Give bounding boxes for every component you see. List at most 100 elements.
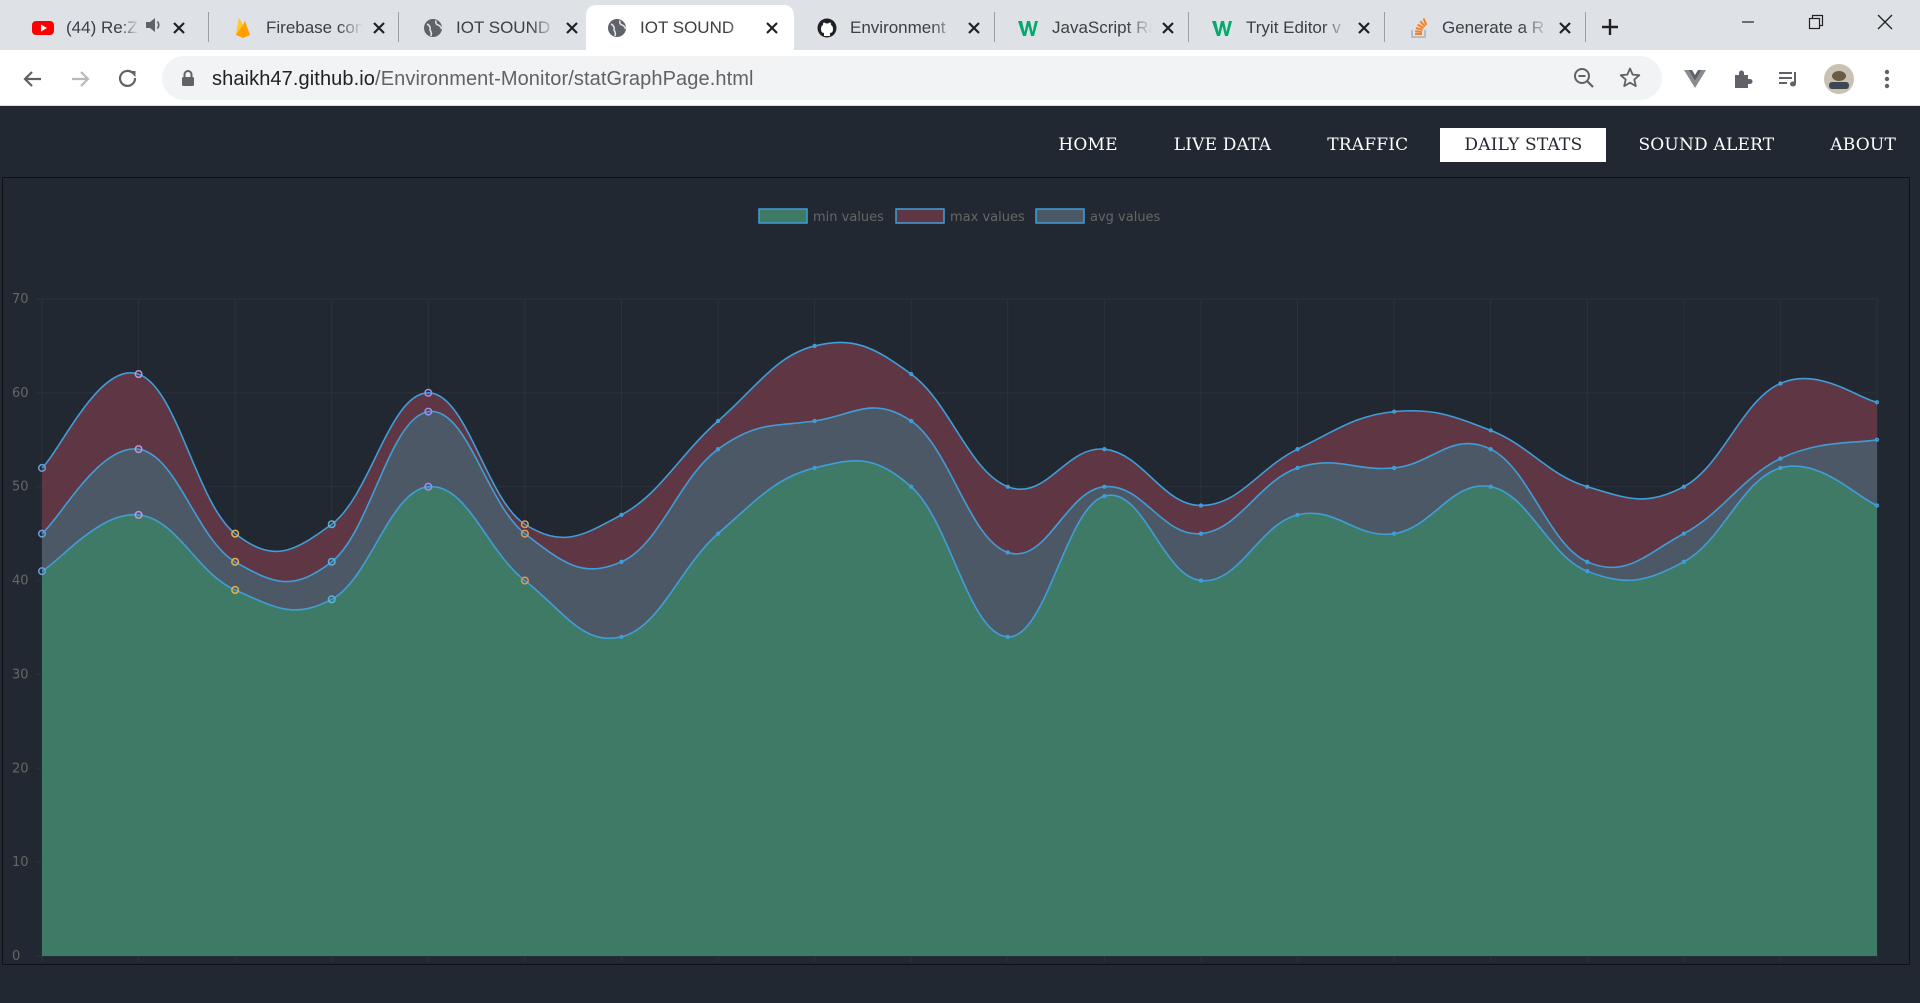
max-values-point[interactable] (1874, 400, 1880, 405)
close-icon[interactable] (762, 18, 782, 38)
min-values-point[interactable] (424, 482, 433, 491)
min-values-point[interactable] (909, 484, 914, 489)
browser-tab[interactable]: (44) Re:Z (16, 5, 201, 50)
daily-stats-chart[interactable]: 01020304050607010:12:110:12:310:12:510:1… (3, 178, 1909, 964)
browser-tab[interactable]: JavaScript Ra (1002, 5, 1190, 50)
avg-values-point[interactable] (715, 447, 721, 452)
legend-swatch-max[interactable] (895, 208, 945, 224)
browser-tab[interactable]: IOT SOUND (586, 5, 794, 50)
lock-icon[interactable] (176, 66, 200, 90)
browser-tab[interactable]: Generate a R (1392, 5, 1587, 50)
min-values-point[interactable] (619, 634, 624, 640)
avg-values-point[interactable] (909, 418, 914, 424)
close-icon[interactable] (964, 18, 984, 38)
zoom-out-icon[interactable] (1572, 66, 1596, 90)
avg-values-point[interactable] (1102, 484, 1107, 489)
max-values-point[interactable] (134, 370, 143, 379)
browser-tab[interactable]: Tryit Editor v (1196, 5, 1386, 50)
nav-link-about[interactable]: ABOUT (1830, 135, 1896, 155)
media-control-button[interactable] (1772, 62, 1806, 96)
max-values-point[interactable] (715, 418, 721, 424)
min-values-point[interactable] (1488, 484, 1493, 489)
min-values-point[interactable] (1391, 531, 1397, 536)
avg-values-point[interactable] (1198, 531, 1204, 536)
max-values-point[interactable] (619, 512, 624, 518)
speaker-icon[interactable] (145, 17, 163, 38)
min-values-point[interactable] (1295, 512, 1300, 518)
max-values-point[interactable] (1585, 484, 1590, 489)
max-values-point[interactable] (1198, 503, 1204, 508)
avg-values-point[interactable] (520, 529, 529, 538)
avg-values-point[interactable] (1778, 456, 1783, 461)
min-values-point[interactable] (327, 595, 336, 604)
max-values-point[interactable] (327, 520, 336, 529)
nav-link-traffic[interactable]: TRAFFIC (1327, 135, 1409, 155)
max-values-point[interactable] (424, 388, 433, 397)
close-icon[interactable] (1555, 18, 1575, 38)
vue-devtools-extension[interactable] (1678, 62, 1712, 96)
close-window-button[interactable] (1855, 0, 1915, 44)
avg-values-point[interactable] (327, 557, 336, 566)
nav-link-home[interactable]: HOME (1058, 135, 1118, 155)
avg-values-point[interactable] (231, 557, 240, 566)
min-values-point[interactable] (1102, 493, 1107, 499)
back-button[interactable] (16, 62, 50, 96)
address-bar[interactable]: shaikh47.github.io/Environment-Monitor/s… (162, 56, 1662, 100)
avg-values-point[interactable] (424, 407, 433, 416)
avg-values-point[interactable] (1391, 465, 1397, 471)
min-values-point[interactable] (715, 531, 721, 536)
close-icon[interactable] (562, 18, 582, 38)
legend-label-max[interactable]: max values (950, 210, 1025, 225)
legend-label-avg[interactable]: avg values (1090, 210, 1161, 225)
browser-tab[interactable]: IOT SOUND (406, 5, 594, 50)
new-tab-button[interactable] (1588, 5, 1632, 49)
legend-label-min[interactable]: min values (813, 210, 884, 225)
close-icon[interactable] (369, 18, 389, 38)
restore-window-button[interactable] (1786, 0, 1846, 44)
min-values-point[interactable] (520, 576, 529, 585)
avg-values-point[interactable] (1295, 465, 1300, 471)
min-values-point[interactable] (231, 585, 240, 595)
max-values-point[interactable] (1391, 409, 1397, 414)
avg-values-point[interactable] (134, 445, 143, 454)
avg-values-point[interactable] (1005, 550, 1010, 555)
min-values-point[interactable] (1778, 465, 1783, 471)
min-values-point[interactable] (1681, 559, 1686, 564)
min-values-point[interactable] (1585, 569, 1590, 574)
legend-swatch-min[interactable] (758, 208, 808, 224)
minimize-window-button[interactable] (1718, 0, 1778, 44)
bookmark-star-icon[interactable] (1618, 66, 1642, 90)
nav-link-live-data[interactable]: LIVE DATA (1173, 135, 1272, 155)
browser-menu-button[interactable] (1870, 62, 1904, 96)
avg-values-point[interactable] (1585, 559, 1590, 564)
avg-values-point[interactable] (812, 418, 817, 424)
max-values-point[interactable] (1681, 484, 1686, 489)
max-values-point[interactable] (37, 463, 47, 472)
close-icon[interactable] (1158, 18, 1178, 38)
max-values-point[interactable] (1295, 447, 1300, 452)
max-values-point[interactable] (1778, 381, 1783, 386)
avg-values-point[interactable] (1874, 437, 1880, 442)
max-values-point[interactable] (1005, 484, 1010, 489)
max-values-point[interactable] (231, 529, 240, 538)
max-values-point[interactable] (1488, 428, 1493, 433)
browser-tab[interactable]: Environment (800, 5, 996, 50)
profile-avatar-button[interactable] (1822, 62, 1856, 96)
browser-tab[interactable]: Firebase console (216, 5, 401, 50)
legend-swatch-avg[interactable] (1035, 208, 1085, 224)
max-values-point[interactable] (812, 343, 817, 349)
avg-values-point[interactable] (619, 559, 624, 564)
min-values-point[interactable] (134, 510, 143, 519)
forward-button[interactable] (63, 62, 97, 96)
close-icon[interactable] (169, 18, 189, 38)
nav-link-sound-alert[interactable]: SOUND ALERT (1638, 135, 1775, 155)
min-values-point[interactable] (37, 567, 47, 576)
avg-values-point[interactable] (1488, 447, 1493, 452)
nav-link-daily-stats[interactable]: DAILY STATS (1440, 128, 1607, 162)
extensions-button[interactable] (1726, 62, 1760, 96)
avg-values-point[interactable] (1681, 531, 1686, 536)
min-values-point[interactable] (1198, 578, 1204, 583)
min-values-point[interactable] (812, 465, 817, 471)
close-icon[interactable] (1354, 18, 1374, 38)
min-values-point[interactable] (1874, 503, 1880, 508)
